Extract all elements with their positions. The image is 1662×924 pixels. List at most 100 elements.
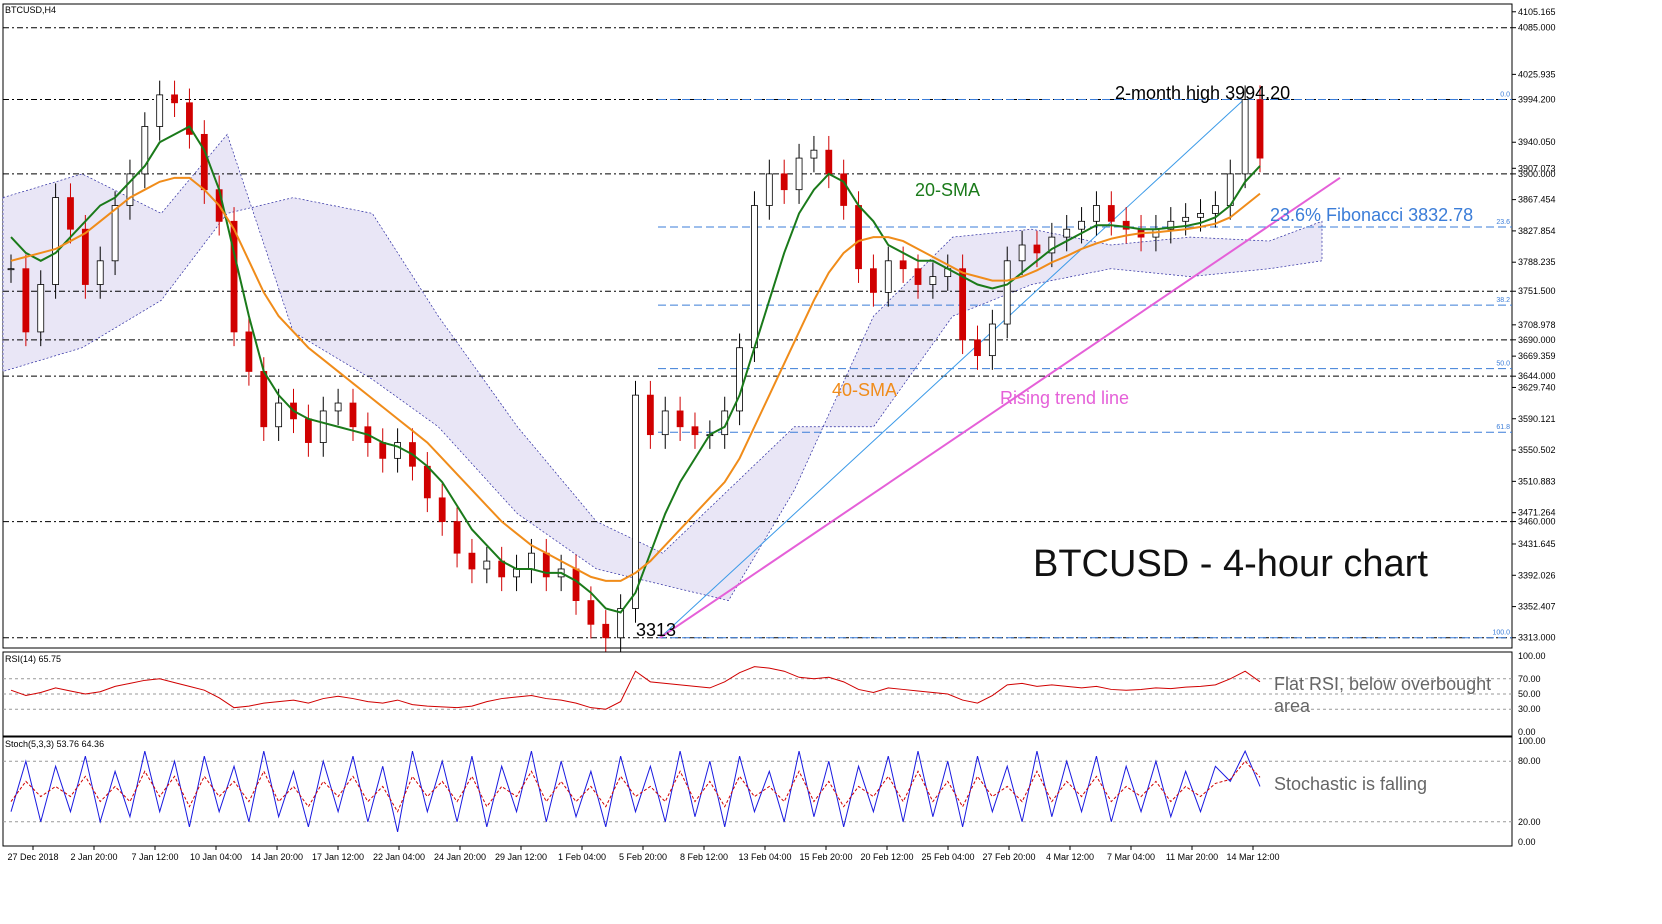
rsi-y-label-1: 70.00 [1518, 674, 1541, 684]
fib-level-label-1: 23.6 [1496, 219, 1510, 226]
ichimoku-cloud [2, 133, 1323, 601]
candle-body-2 [37, 284, 45, 333]
rsi-panel: 100.00 70.00 50.00 30.00 0.00 RSI(14) 65.75 Fl… [2, 651, 1546, 737]
fibonacci-diagonal [659, 99, 1245, 639]
price-panel: 0.0 23.6 38.2 50.0 61.8 100.0 4105.165 4085.000… [2, 3, 1556, 652]
rsi-annotation-line1: Flat RSI, below overbought [1274, 674, 1491, 694]
candle-body-68 [1018, 244, 1026, 262]
x-tick-label-3: 10 Jan 04:00 [190, 852, 242, 862]
x-axis: 27 Dec 2018 2 Jan 20:00 7 Jan 12:00 10 Jan … [7, 846, 1280, 862]
stochastic-series-0 [10, 749, 1261, 833]
candle-body-49 [736, 347, 743, 412]
annotation-high: 2-month high 3994.20 [1115, 83, 1290, 103]
candle-body-7 [111, 205, 119, 262]
x-tick-label-18: 7 Mar 04:00 [1107, 852, 1155, 862]
rsi-y-label-3: 30.00 [1518, 704, 1541, 714]
y-tick-label-22: 3392.026 [1518, 570, 1556, 580]
chart-title: BTCUSD,H4 [5, 5, 56, 15]
annotation-low: 3313 [636, 620, 676, 640]
candle-body-40 [602, 623, 610, 639]
candle-body-48 [721, 410, 729, 436]
candle-body-17 [260, 371, 268, 428]
candle-body-9 [141, 126, 149, 175]
x-tick-label-14: 20 Feb 12:00 [860, 852, 913, 862]
x-tick-label-17: 4 Mar 12:00 [1046, 852, 1094, 862]
stochastic-title: Stoch(5,3,3) 53.76 64.36 [5, 739, 104, 749]
annotation-trend: Rising trend line [1000, 388, 1129, 408]
candle-body-6 [96, 260, 104, 285]
candle-body-8 [126, 173, 134, 206]
candle-body-34 [513, 568, 520, 578]
candle-body-54 [810, 149, 818, 159]
candle-body-46 [691, 426, 699, 436]
candle-body-20 [304, 418, 312, 443]
y-tick-label-4: 3940.050 [1518, 137, 1556, 147]
x-tick-label-6: 22 Jan 04:00 [373, 852, 425, 862]
x-tick-label-7: 24 Jan 20:00 [434, 852, 486, 862]
candle-body-80 [1197, 212, 1204, 218]
x-tick-label-10: 5 Feb 20:00 [619, 852, 667, 862]
stochastic-frame [2, 736, 1513, 847]
y-tick-label-8: 3827.854 [1518, 226, 1556, 236]
candle-body-66 [988, 323, 996, 357]
candle-body-32 [483, 560, 491, 570]
candle-body-35 [528, 552, 535, 570]
annotation-sma20: 20-SMA [915, 180, 980, 200]
candle-body-4 [67, 197, 74, 230]
fib-level-label-2: 38.2 [1496, 297, 1510, 304]
candle-body-84 [1256, 99, 1264, 159]
candle-body-1 [22, 268, 30, 333]
rsi-series-0 [10, 666, 1261, 710]
candle-body-26 [394, 442, 401, 459]
candle-body-74 [1107, 205, 1115, 222]
candle-body-69 [1033, 244, 1041, 254]
candle-body-41 [617, 608, 625, 639]
stochastic-y-label-0: 100.00 [1518, 736, 1546, 746]
candle-body-15 [230, 220, 238, 333]
candle-body-61 [914, 268, 922, 285]
x-tick-label-9: 1 Feb 04:00 [558, 852, 606, 862]
candle-body-39 [587, 600, 595, 625]
candle-body-16 [245, 331, 253, 372]
candle-body-59 [884, 260, 892, 293]
candle-body-5 [81, 228, 89, 285]
x-tick-label-11: 8 Feb 12:00 [680, 852, 728, 862]
x-tick-label-8: 29 Jan 12:00 [495, 852, 547, 862]
x-tick-label-20: 14 Mar 12:00 [1226, 852, 1279, 862]
candle-body-72 [1078, 220, 1085, 230]
rsi-annotation: Flat RSI, below overbought area [1274, 674, 1491, 716]
fib-level-label-4: 61.8 [1496, 424, 1510, 431]
y-tick-label-17: 3550.502 [1518, 445, 1556, 455]
candle-body-71 [1063, 228, 1071, 238]
candle-body-78 [1167, 220, 1175, 230]
y-tick-label-13: 3669.359 [1518, 351, 1556, 361]
candle-body-81 [1211, 205, 1219, 214]
x-tick-label-12: 13 Feb 04:00 [738, 852, 791, 862]
annotation-sma40: 40-SMA [832, 380, 897, 400]
stochastic-panel: 100.00 80.00 20.00 0.00 Stoch(5,3,3) 53.76 6… [2, 736, 1546, 847]
candle-body-38 [572, 568, 580, 601]
candle-body-29 [438, 497, 446, 522]
candle-body-58 [870, 268, 877, 293]
candle-body-43 [646, 394, 654, 436]
candle-body-67 [1003, 260, 1011, 325]
fib-level-label-0: 0.0 [1500, 91, 1510, 98]
candle-body-83 [1241, 99, 1249, 175]
rsi-y-label-0: 100.00 [1518, 651, 1546, 661]
stochastic-series-1 [10, 760, 1261, 813]
candle-body-53 [795, 157, 803, 191]
candle-body-42 [632, 394, 639, 609]
y-tick-label-5: 3907.073 [1518, 163, 1556, 173]
candle-body-28 [423, 465, 431, 499]
candle-body-25 [379, 442, 387, 459]
candle-body-3 [52, 197, 60, 285]
candle-body-51 [765, 173, 773, 206]
candle-body-18 [275, 402, 283, 428]
x-tick-label-4: 14 Jan 20:00 [251, 852, 303, 862]
candle-body-22 [334, 402, 342, 412]
stochastic-y-label-1: 80.00 [1518, 756, 1541, 766]
x-tick-label-2: 7 Jan 12:00 [131, 852, 178, 862]
x-tick-label-5: 17 Jan 12:00 [312, 852, 364, 862]
x-tick-label-16: 27 Feb 20:00 [982, 852, 1035, 862]
candle-body-30 [453, 521, 461, 554]
